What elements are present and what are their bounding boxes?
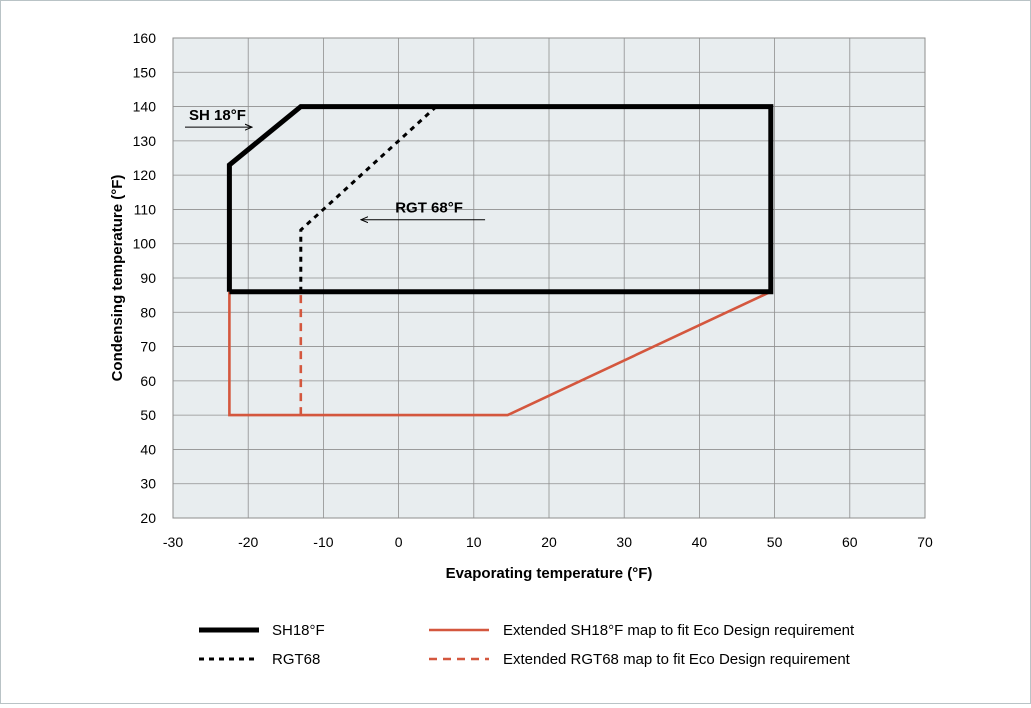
legend-label: RGT68 [272,651,320,668]
legend-label: SH18°F [272,622,325,639]
y-tick-label: 110 [134,201,157,217]
y-tick-label: 80 [140,304,156,320]
y-tick-label: 130 [133,133,157,149]
chart-annotations: SH 18°F RGT 68°F [185,107,486,220]
x-tick-label: 10 [466,534,482,550]
y-tick-label: 50 [140,407,156,423]
y-tick-label: 30 [140,476,156,492]
x-tick-label: 70 [917,534,933,550]
x-tick-label: 30 [616,534,632,550]
x-tick-label: 40 [692,534,708,550]
x-tick-label: -10 [313,534,333,550]
x-tick-label: -30 [163,534,183,550]
legend-label: Extended SH18°F map to fit Eco Design re… [503,622,855,639]
y-tick-label: 120 [133,167,157,183]
y-tick-label: 100 [133,236,157,252]
y-tick-label: 140 [133,99,157,115]
y-tick-label: 20 [140,510,156,526]
series-line-1 [299,105,438,292]
x-tick-label: 60 [842,534,858,550]
y-tick-label: 60 [140,373,156,389]
y-tick-label: 90 [140,270,156,286]
series-line-0 [226,104,774,295]
y-tick-label: 40 [140,441,156,457]
y-tick-label: 150 [133,64,157,80]
annotation-label: SH 18°F [189,107,246,124]
x-tick-label: 20 [541,534,557,550]
data-series [226,104,774,417]
x-axis-label: Evaporating temperature (°F) [446,565,653,582]
axis-ticks: -30 -20 -10 0 10 20 30 40 50 60 70 20 30 40 50 60 70 80 90… [133,30,933,550]
legend: SH18°F RGT68 Extended SH18°F map to fit Ec… [199,622,855,668]
x-tick-label: 50 [767,534,783,550]
x-tick-label: -20 [238,534,258,550]
y-tick-label: 160 [133,30,157,46]
y-tick-label: 70 [140,339,156,355]
y-axis-label: Condensing temperature (°F) [109,175,126,382]
legend-label: Extended RGT68 map to fit Eco Design req… [503,651,851,668]
x-tick-label: 0 [395,534,403,550]
annotation-label: RGT 68°F [395,200,463,217]
grid-lines [172,37,926,519]
